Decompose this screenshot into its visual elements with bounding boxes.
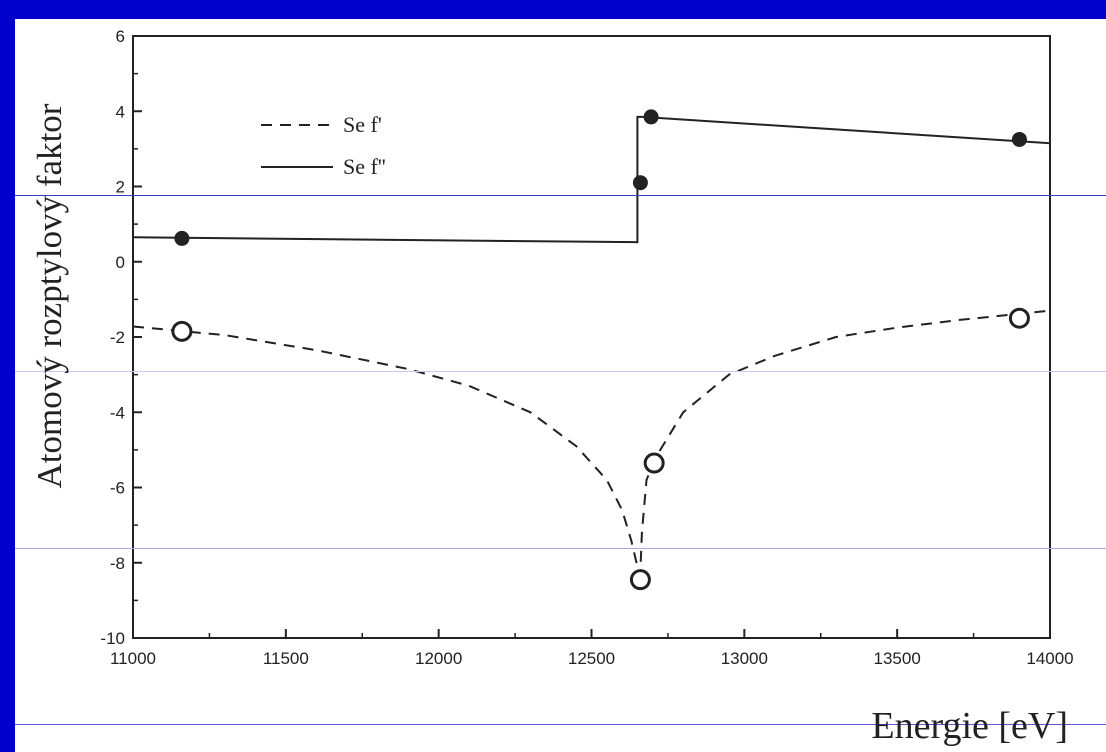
data-point-filled — [1011, 131, 1027, 147]
data-point-open — [1008, 307, 1030, 329]
y-tick-label: 4 — [116, 102, 125, 121]
y-tick-label: -4 — [110, 403, 125, 422]
y-tick-label: 0 — [116, 253, 125, 272]
x-tick-label: 12500 — [568, 649, 615, 668]
slide: 6 4 2 0 -2 -4 -6 -8 -10 11000 11500 12000 12500 13000… — [15, 19, 1106, 752]
data-point-open — [171, 320, 193, 342]
x-tick-label: 12000 — [415, 649, 462, 668]
y-tick-label: -2 — [110, 328, 125, 347]
y-tick-label: -8 — [110, 554, 125, 573]
x-tick-label: 14000 — [1026, 649, 1073, 668]
y-tick-label: -10 — [100, 629, 125, 648]
data-point-filled — [632, 175, 648, 191]
x-tick-label: 13000 — [721, 649, 768, 668]
divider-line-3 — [15, 548, 1106, 549]
series-line-1 — [132, 309, 1051, 586]
x-axis-label: Energie [eV] — [871, 705, 1068, 747]
divider-line-2 — [15, 371, 1106, 372]
y-axis-label: Atomový rozptylový faktor — [30, 103, 69, 489]
y-tick-label: 2 — [116, 178, 125, 197]
y-tick-label: -6 — [110, 479, 125, 498]
legend-label-1: Se f' — [343, 112, 382, 137]
x-tick-label: 13500 — [874, 649, 921, 668]
divider-line-1 — [15, 195, 1106, 196]
y-tick-label: 6 — [116, 27, 125, 46]
data-point-open — [629, 569, 651, 591]
legend-label-2: Se f'' — [343, 154, 386, 179]
data-point-filled — [174, 230, 190, 246]
data-point-filled — [643, 109, 659, 125]
divider-line-4 — [15, 724, 1106, 725]
data-point-open — [643, 452, 665, 474]
x-tick-label: 11500 — [263, 649, 309, 668]
x-tick-label: 11000 — [110, 649, 156, 668]
series-line-2 — [132, 115, 1051, 244]
